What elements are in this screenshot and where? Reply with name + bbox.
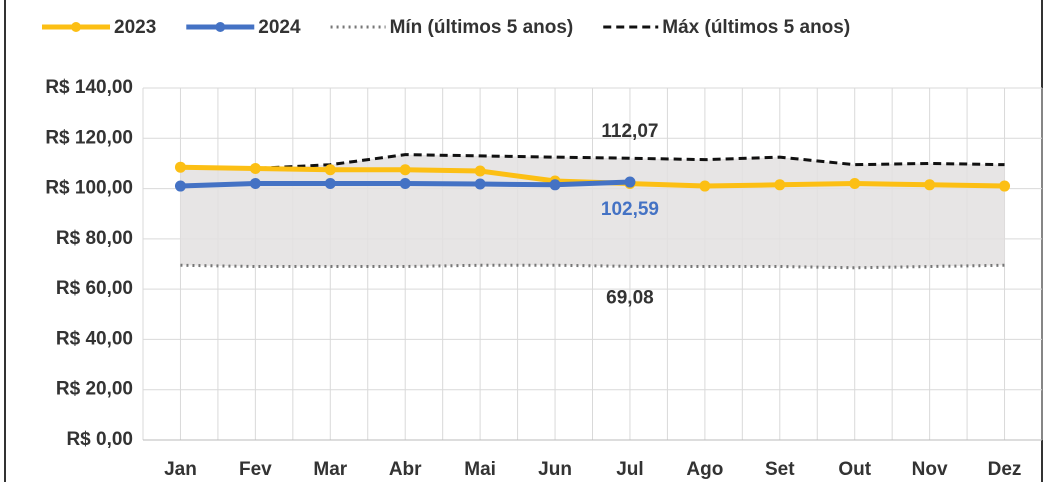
legend-marker [215,22,226,32]
point [249,162,261,174]
point [774,179,786,191]
x-tick-label: Abr [389,459,422,480]
y-tick-label: R$ 80,00 [56,228,133,249]
point [324,164,336,176]
x-tick-label: Nov [912,459,948,480]
x-tick-label: Mai [464,459,496,480]
y-tick-label: R$ 0,00 [66,429,133,450]
x-tick-label: Out [838,459,871,480]
point [549,179,561,191]
point [699,180,711,192]
point [924,179,936,191]
legend-label: Mín (últimos 5 anos) [390,17,574,38]
x-tick-label: Dez [988,459,1022,480]
series-line [180,153,1005,170]
point [474,165,486,177]
y-tick-label: R$ 40,00 [56,328,133,349]
x-tick-label: Set [765,459,795,480]
legend-label: Máx (últimos 5 anos) [662,17,850,38]
y-tick-label: R$ 100,00 [45,178,133,199]
y-tick-label: R$ 20,00 [56,379,133,400]
y-tick-label: R$ 60,00 [56,278,133,299]
x-tick-label: Fev [239,459,272,480]
value-label: 102,59 [601,199,659,220]
x-tick-label: Jul [616,459,643,480]
point [324,178,336,190]
point [174,161,186,173]
value-label: 112,07 [601,121,658,142]
point [174,180,186,192]
y-tick-label: R$ 140,00 [45,77,133,98]
point [399,178,411,190]
legend-label: 2024 [258,17,301,38]
point [249,178,261,190]
point [474,178,486,190]
x-tick-label: Mar [313,459,347,480]
x-tick-label: Jun [538,459,572,480]
legend-marker [71,22,81,32]
point [849,178,861,190]
legend-label: 2023 [114,17,156,38]
point [999,180,1011,192]
point [624,176,636,188]
point [399,164,411,176]
x-tick-label: Ago [686,459,723,480]
value-label: 69,08 [606,287,654,308]
x-tick-label: Jan [164,459,197,480]
y-tick-label: R$ 120,00 [45,127,133,148]
